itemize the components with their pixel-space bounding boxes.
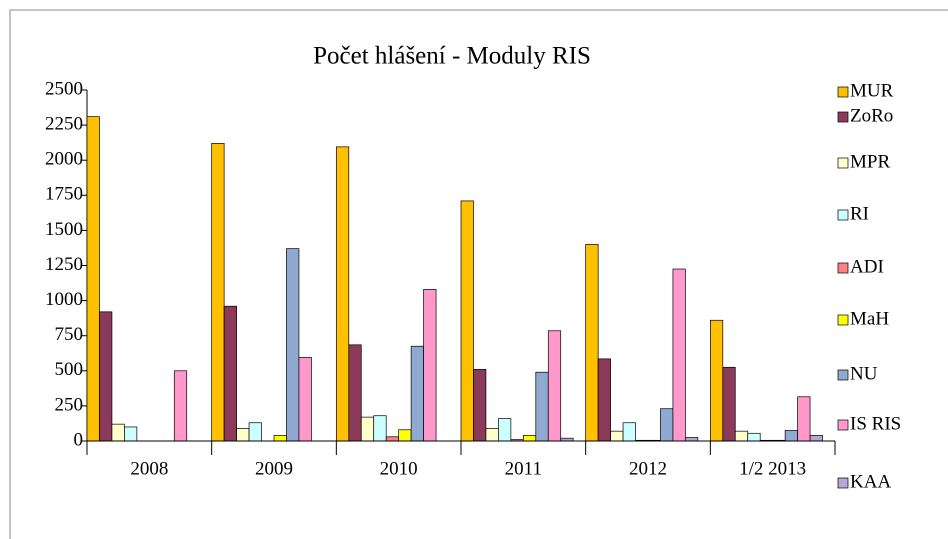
legend-swatch [837, 262, 849, 274]
x-tick-label: 2010 [380, 458, 418, 479]
bar [522, 435, 537, 442]
legend-label: RI [850, 203, 869, 224]
bar [99, 311, 113, 442]
bar [473, 369, 487, 442]
bar [298, 357, 312, 442]
bar [223, 305, 237, 442]
y-tick-label: 1500 [45, 219, 83, 240]
bar [747, 432, 761, 442]
bar [685, 437, 699, 442]
legend-swatch [837, 209, 849, 221]
bar [248, 422, 262, 442]
bar [672, 268, 686, 442]
bar [622, 422, 636, 442]
bar [585, 244, 599, 442]
legend-swatch [837, 419, 849, 431]
bar [485, 428, 499, 442]
legend-label: NU [850, 363, 878, 384]
bar [360, 416, 375, 442]
legend-label: ZoRo [850, 105, 893, 126]
chart-title: Počet hlášení - Moduly RIS [313, 43, 591, 70]
bar [610, 430, 624, 442]
y-tick-label: 1000 [45, 289, 83, 310]
y-tick-label: 2000 [45, 149, 83, 170]
legend-swatch [837, 157, 849, 169]
y-tick-label: 250 [55, 394, 84, 415]
bar [398, 429, 412, 442]
legend-label: KAA [850, 471, 891, 492]
legend-label: MaH [850, 308, 889, 329]
bar [722, 366, 736, 442]
x-tick-label: 2009 [255, 458, 293, 479]
y-tick-label: 1750 [45, 184, 83, 205]
legend-label: MUR [850, 80, 894, 101]
x-tick-label: 2011 [505, 458, 542, 479]
bar [86, 116, 100, 442]
y-tick-label: 750 [55, 324, 84, 345]
bar [809, 435, 823, 442]
bar [597, 358, 611, 442]
x-tick-label: 2012 [629, 458, 667, 479]
y-tick-label: 2500 [45, 78, 83, 99]
bar [734, 430, 749, 442]
y-tick-label: 0 [74, 429, 84, 450]
bar [709, 319, 724, 442]
bar [547, 330, 562, 442]
bar [173, 370, 188, 442]
bar [273, 435, 287, 442]
legend-swatch [837, 86, 849, 98]
bar [784, 430, 798, 442]
legend-swatch [837, 314, 849, 326]
bar [211, 143, 225, 442]
y-tick-label: 1250 [45, 254, 83, 275]
bar [124, 426, 138, 442]
bar [373, 415, 387, 442]
legend-label: IS RIS [850, 413, 901, 434]
x-tick-label: 1/2 2013 [739, 458, 806, 479]
y-tick-label: 500 [55, 359, 84, 380]
x-tick-label: 2008 [130, 458, 168, 479]
legend-label: MPR [850, 151, 890, 172]
bar [460, 200, 474, 442]
bar [111, 423, 125, 442]
bar [535, 371, 549, 442]
bar [423, 289, 437, 442]
bar [335, 146, 350, 442]
bar [385, 436, 400, 442]
y-tick-label: 2250 [45, 113, 83, 134]
bar [410, 345, 424, 442]
bar [286, 248, 300, 442]
legend-swatch [837, 477, 849, 489]
legend-swatch [837, 111, 849, 123]
bar [797, 396, 811, 442]
bar [660, 408, 674, 442]
chart-border [9, 9, 948, 539]
bar [498, 418, 512, 442]
legend-swatch [837, 369, 849, 381]
bar [236, 428, 250, 442]
legend-label: ADI [850, 256, 884, 277]
bar [348, 344, 362, 442]
